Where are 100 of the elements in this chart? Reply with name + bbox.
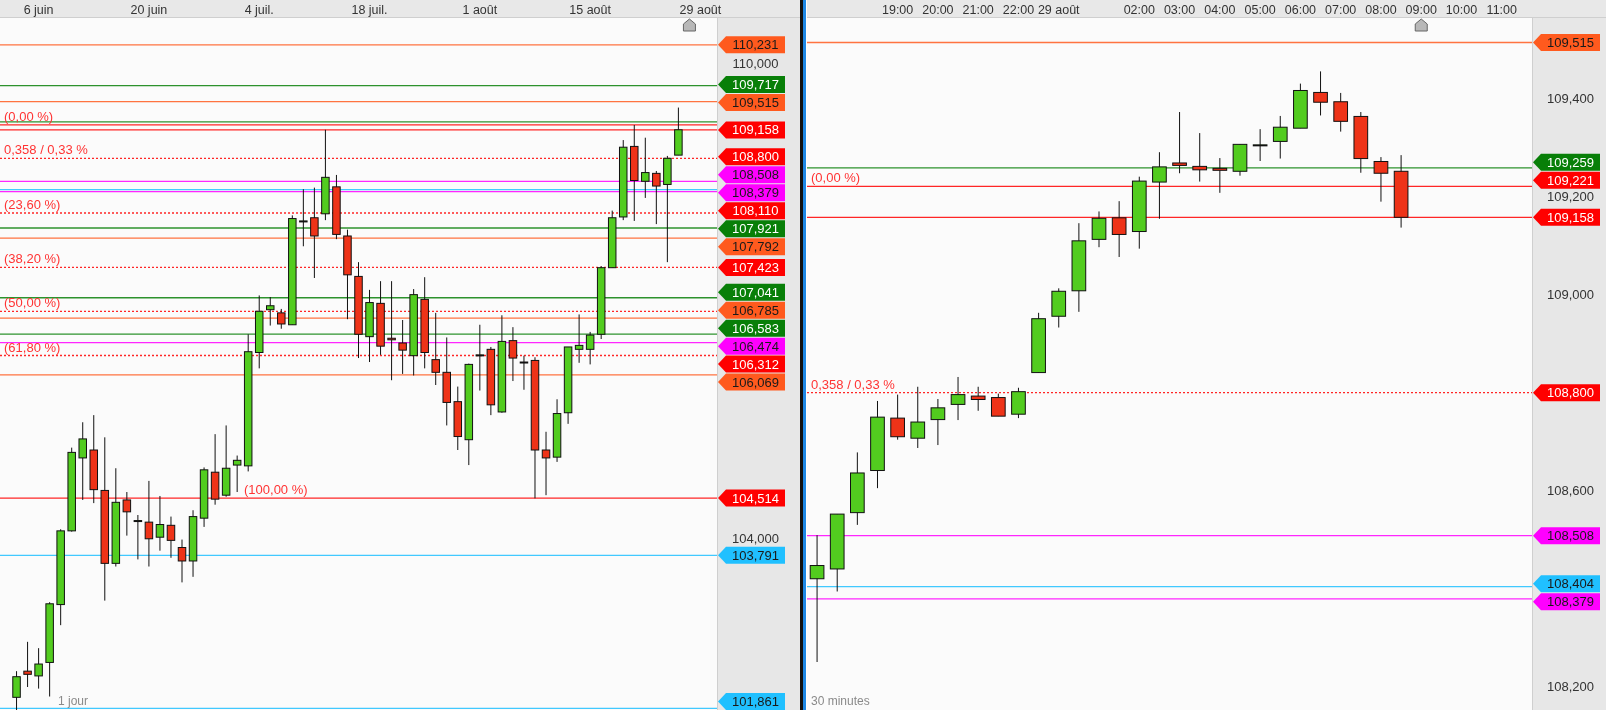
x-tick-label: 1 août	[462, 2, 498, 17]
annotation: 0,358 / 0,33 %	[4, 142, 89, 158]
candlestick	[1011, 387, 1026, 419]
x-tick-label: 09:00	[1405, 2, 1437, 17]
candlestick	[1252, 128, 1268, 162]
ref-line-label: 107,041	[732, 284, 779, 300]
x-tick-label: 15 août	[569, 2, 612, 17]
ref-line-label: 107,921	[732, 221, 779, 237]
candlestick	[1333, 92, 1349, 133]
candlestick	[266, 296, 275, 327]
ref-line-label: 106,474	[732, 338, 779, 354]
candlestick	[970, 386, 986, 412]
x-tick-label: 22:00	[1002, 2, 1035, 17]
candlestick	[585, 331, 595, 365]
x-tick-label: 07:00	[1325, 2, 1357, 17]
annotation: (61,80 %)	[4, 339, 61, 355]
y-tick-label: 109,200	[1547, 189, 1594, 205]
candlestick	[177, 539, 187, 583]
annotation: 0,358 / 0,33 %	[811, 376, 896, 392]
ref-line-label: 103,791	[732, 547, 779, 563]
ref-line-label: 108,404	[1547, 576, 1594, 592]
x-tick-label: 29 août	[1037, 2, 1081, 17]
x-tick-label: 08:00	[1365, 2, 1397, 17]
candlestick	[519, 355, 529, 391]
x-tick-label: 05:00	[1244, 2, 1276, 17]
ref-line-label: 106,785	[732, 302, 779, 318]
ref-line-label: 104,514	[732, 490, 779, 506]
candlestick	[950, 376, 966, 421]
ref-line-label: 109,221	[1547, 172, 1594, 188]
ref-line-label: 107,423	[732, 259, 779, 275]
ref-line-label: 108,110	[732, 203, 779, 219]
annotation: (100,00 %)	[244, 482, 308, 498]
ref-line-label: 110,231	[732, 37, 779, 53]
candlestick	[475, 324, 485, 392]
candlestick	[166, 516, 176, 559]
ref-line-label: 106,583	[732, 320, 779, 336]
candlestick	[1272, 115, 1288, 160]
candlestick	[910, 386, 926, 449]
annotation: (50,00 %)	[4, 295, 61, 311]
ref-line-label: 109,515	[732, 95, 779, 111]
y-tick-label: 109,000	[1547, 287, 1594, 303]
x-tick-label: 29 août	[679, 2, 722, 17]
ref-line-label: 109,515	[1547, 34, 1594, 50]
candlestick	[652, 170, 661, 225]
candlestick	[990, 393, 1006, 417]
x-tick-label: 02:00	[1123, 2, 1155, 17]
candlestick	[431, 312, 440, 386]
candlestick	[34, 647, 43, 690]
candlestick	[1152, 151, 1167, 220]
candlestick	[890, 394, 905, 441]
candlestick	[574, 313, 584, 364]
annotation: (38,20 %)	[4, 251, 61, 267]
candlestick	[78, 421, 87, 501]
candlestick	[641, 137, 650, 199]
candlestick	[809, 534, 825, 663]
candlestick	[144, 480, 154, 568]
ref-line-label: 106,312	[732, 356, 779, 372]
annotation: (0,00 %)	[4, 108, 54, 124]
y-tick-label: 108,600	[1547, 483, 1594, 499]
x-tick-label: 20:00	[922, 2, 954, 17]
ref-line-label: 108,800	[732, 149, 779, 165]
x-tick-label: 06:00	[1284, 2, 1317, 17]
ref-line-label: 101,861	[732, 694, 779, 709]
candlestick	[310, 187, 319, 279]
x-tick-label: 4 juil.	[244, 2, 274, 17]
ref-line-label: 109,259	[1547, 154, 1594, 170]
candlestick	[1212, 157, 1228, 194]
x-tick-label: 10:00	[1445, 2, 1478, 17]
annotation: 30 minutes	[811, 694, 870, 708]
y-tick-label: 109,400	[1547, 91, 1594, 107]
candlestick	[23, 641, 32, 688]
candlestick	[277, 308, 286, 330]
candlestick	[12, 670, 21, 710]
candlestick	[930, 398, 946, 446]
candlestick	[1192, 132, 1208, 183]
candlestick	[398, 319, 407, 375]
ref-line-label: 108,508	[732, 167, 779, 183]
ref-line-label: 109,158	[1547, 209, 1594, 225]
y-tick-label: 108,200	[1547, 678, 1594, 694]
candlestick	[133, 514, 143, 560]
x-tick-label: 11:00	[1486, 2, 1518, 17]
candlestick	[299, 188, 308, 247]
ref-line-label: 108,508	[1547, 528, 1594, 544]
candlestick	[1172, 111, 1187, 174]
candlestick	[155, 495, 165, 552]
annotation: (0,00 %)	[811, 170, 861, 186]
candlestick	[1313, 70, 1328, 116]
ref-line-label: 107,792	[732, 239, 779, 255]
ref-line-label: 108,800	[1547, 385, 1594, 401]
x-tick-label: 19:00	[881, 2, 914, 17]
ref-line-label: 106,069	[732, 374, 779, 390]
x-tick-label: 20 juin	[130, 2, 168, 17]
x-tick-label: 6 juin	[23, 2, 54, 17]
annotation: (23,60 %)	[4, 197, 61, 212]
ref-line-label: 108,379	[1547, 594, 1594, 610]
x-tick-label: 04:00	[1204, 2, 1236, 17]
y-tick-label: 110,000	[732, 55, 779, 71]
x-tick-label: 18 juil.	[351, 2, 388, 17]
candlestick	[508, 326, 518, 382]
x-tick-label: 03:00	[1163, 2, 1196, 17]
